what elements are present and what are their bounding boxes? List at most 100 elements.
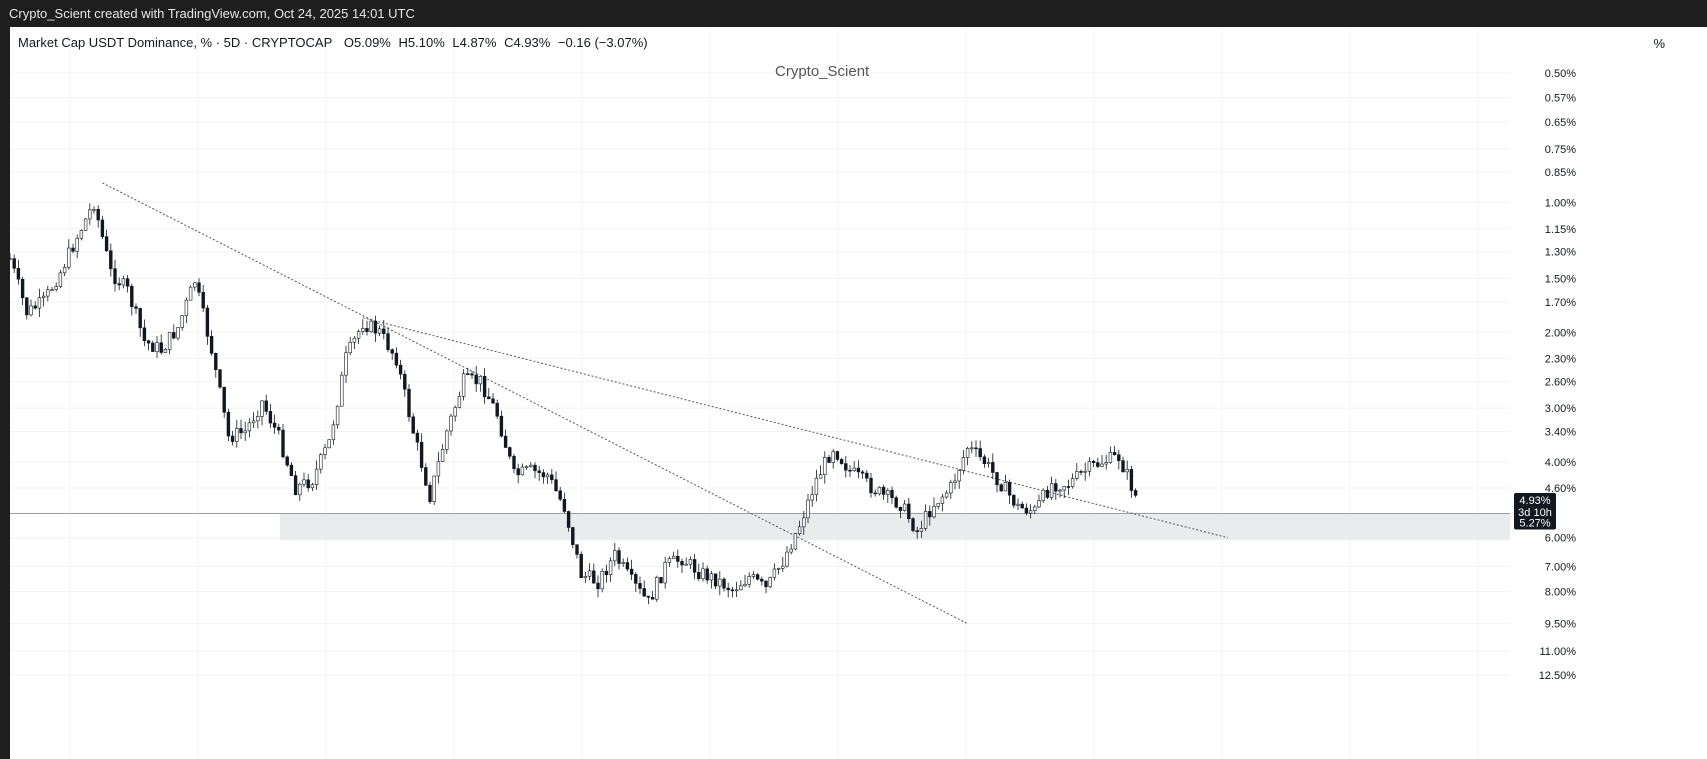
candle-body (512, 455, 516, 469)
candle-body (760, 578, 764, 582)
candle-body (470, 373, 474, 376)
candle-body (1075, 471, 1079, 479)
candle-body (37, 297, 42, 309)
candle-body (205, 307, 210, 337)
candle-body (671, 555, 676, 560)
candle-body (440, 449, 445, 462)
price-chart[interactable]: 0.50% 0.57% 0.65% 0.75% 0.85% 1.00% 1.15% 1.30%… (10, 27, 1707, 759)
candle-body (428, 484, 432, 503)
candle-body (1041, 489, 1045, 501)
y-tick-label: 1.15% (1545, 224, 1576, 236)
candle-body (1037, 500, 1041, 508)
candle-body (848, 469, 852, 472)
candle-body (579, 554, 583, 579)
candle-body (117, 283, 121, 286)
candle-body (453, 407, 457, 417)
candle-body (264, 400, 268, 412)
candle-body (478, 375, 483, 385)
candle-body (449, 415, 453, 432)
candle-body (844, 463, 848, 471)
candle-body (718, 578, 722, 587)
candle-body (323, 447, 327, 455)
trendline-2 (362, 317, 1229, 539)
y-tick-label: 2.00% (1545, 327, 1576, 339)
candle-body (180, 315, 184, 328)
candle-body (508, 447, 512, 457)
candle-body (306, 479, 310, 489)
y-tick-label: 12.50% (1539, 670, 1577, 682)
candle-body (831, 451, 835, 463)
candle-body (1091, 460, 1096, 463)
candle-body (348, 341, 352, 354)
percent-scale-toggle[interactable]: % (1653, 36, 1665, 51)
candle-body (865, 472, 869, 479)
candle-body (1121, 460, 1125, 473)
candle-body (197, 282, 201, 293)
candle-body (554, 479, 558, 492)
y-tick-label: 1.30% (1545, 247, 1576, 259)
candle-body (436, 461, 441, 477)
candle-body (356, 331, 361, 339)
candle-body (785, 551, 789, 567)
candle-body (566, 511, 571, 528)
candle-body (881, 486, 886, 495)
candle-body (62, 267, 67, 274)
candle-body (923, 511, 928, 529)
y-tick-label: 0.85% (1545, 167, 1576, 179)
candle-body (961, 457, 966, 471)
y-tick-label: 4.60% (1545, 483, 1576, 495)
y-tick-label: 4.00% (1545, 457, 1576, 469)
trendlines (102, 182, 1229, 625)
candle-body (503, 435, 508, 448)
candle-body (403, 373, 407, 390)
candle-body (1112, 452, 1117, 455)
candle-body (1020, 503, 1024, 509)
candle-body (67, 247, 71, 268)
candle-body (121, 278, 126, 286)
candle-body (886, 490, 890, 495)
candle-body (260, 400, 264, 417)
candle-body (604, 570, 609, 576)
candle-body (562, 499, 567, 512)
candle-body (88, 209, 92, 220)
candle-body (978, 448, 982, 458)
y-tick-label: 1.00% (1545, 198, 1576, 210)
candle-body (58, 272, 63, 287)
change-value: −0.16 (−3.07%) (557, 35, 648, 50)
candle-body (676, 555, 680, 562)
candle-body (915, 530, 919, 532)
candle-body (151, 342, 155, 352)
candle-body (940, 496, 945, 504)
candle-body (751, 574, 756, 577)
candle-body (20, 278, 25, 299)
candle-body (1117, 454, 1121, 461)
candle-body (814, 477, 819, 496)
candle-body (583, 575, 588, 579)
candle-body (587, 570, 592, 577)
candle-body (608, 560, 613, 576)
candle-body (390, 349, 394, 354)
candle-body (873, 492, 877, 495)
candle-body (482, 375, 487, 398)
candle-body (340, 374, 344, 407)
candle-body (419, 441, 424, 468)
candle-body (743, 583, 747, 587)
candle-body (991, 462, 995, 473)
candle-body (827, 457, 831, 463)
candle-body (776, 568, 781, 570)
candle-body (344, 352, 348, 376)
chart-panel[interactable]: 0.50% 0.57% 0.65% 0.75% 0.85% 1.00% 1.15% 1.30%… (10, 27, 1707, 759)
price-axis: 0.50% 0.57% 0.65% 0.75% 0.85% 1.00% 1.15% 1.30%… (1539, 68, 1577, 682)
high-value: H5.10% (398, 35, 445, 50)
candle-body (79, 230, 84, 239)
candle-body (663, 562, 667, 584)
candle-body (1100, 463, 1104, 467)
candle-body (314, 468, 319, 485)
grid (10, 27, 1510, 759)
candle-body (499, 415, 504, 437)
candle-body (407, 388, 411, 418)
level-price-tag (1514, 516, 1556, 530)
candle-body (524, 466, 529, 469)
trendline-1 (102, 182, 968, 625)
